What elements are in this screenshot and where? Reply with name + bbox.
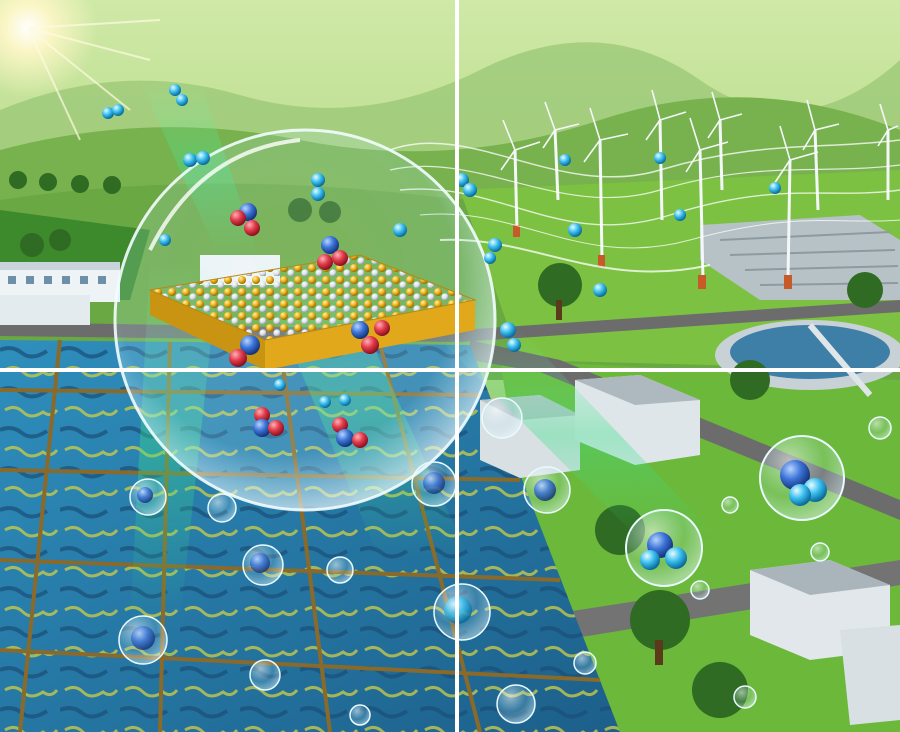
bubble-icon xyxy=(118,397,892,726)
molecule-icon xyxy=(229,203,390,448)
wind-turbine-icon xyxy=(500,89,899,289)
sun-icon xyxy=(0,0,161,141)
wind-streams xyxy=(389,139,900,273)
